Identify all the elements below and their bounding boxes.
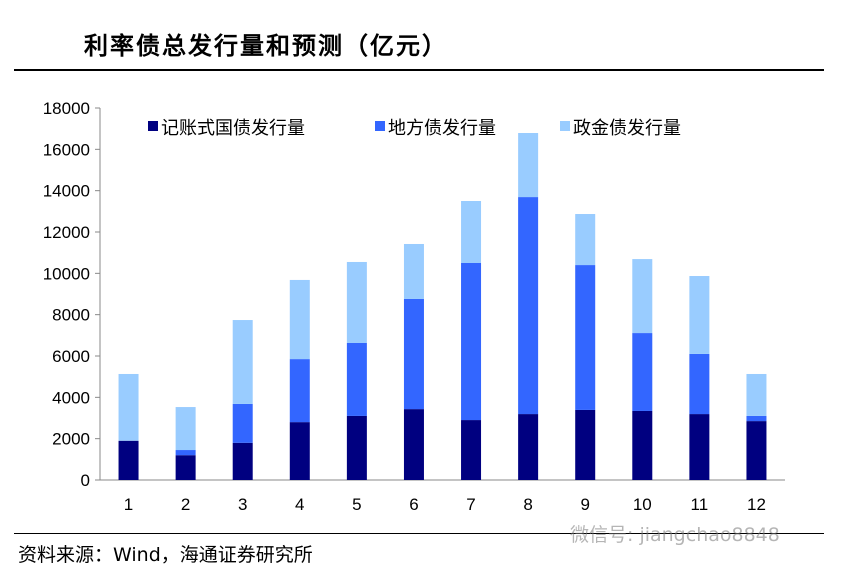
y-tick-label: 16000 bbox=[43, 140, 90, 159]
bar-2-5 bbox=[346, 342, 367, 416]
bar-3-11 bbox=[689, 276, 710, 354]
source-note: 资料来源：Wind，海通证券研究所 bbox=[18, 544, 313, 566]
bar-1-5 bbox=[346, 415, 367, 480]
bar-3-9 bbox=[575, 214, 596, 266]
bar-1-2 bbox=[175, 455, 196, 480]
legend-label: 记账式国债发行量 bbox=[161, 118, 305, 139]
x-tick-label: 9 bbox=[580, 495, 589, 514]
bar-1-9 bbox=[575, 409, 596, 480]
bar-3-3 bbox=[232, 320, 253, 404]
y-tick-label: 4000 bbox=[52, 388, 90, 407]
bar-3-2 bbox=[175, 407, 196, 451]
x-tick-label: 5 bbox=[352, 495, 361, 514]
bar-3-6 bbox=[403, 243, 424, 299]
divider bbox=[14, 69, 824, 71]
bar-2-3 bbox=[232, 403, 253, 443]
bar-2-11 bbox=[689, 353, 710, 415]
x-tick-label: 10 bbox=[633, 495, 652, 514]
bar-3-5 bbox=[346, 261, 367, 343]
bar-2-10 bbox=[632, 333, 653, 411]
x-tick-label: 11 bbox=[691, 495, 709, 514]
bar-2-9 bbox=[575, 265, 596, 410]
legend-swatch bbox=[560, 121, 570, 131]
y-tick-label: 2000 bbox=[52, 430, 90, 449]
x-tick-label: 6 bbox=[409, 495, 418, 514]
bar-3-12 bbox=[746, 373, 767, 416]
y-tick-label: 12000 bbox=[43, 223, 90, 242]
x-tick-label: 2 bbox=[181, 495, 190, 514]
page-title: 利率债总发行量和预测（亿元） bbox=[84, 32, 448, 60]
bar-3-10 bbox=[632, 259, 653, 334]
bar-1-7 bbox=[461, 420, 482, 480]
x-tick-label: 8 bbox=[523, 495, 532, 514]
bar-1-12 bbox=[746, 421, 767, 480]
bar-1-8 bbox=[518, 414, 539, 480]
bar-1-1 bbox=[118, 440, 139, 480]
x-tick-label: 4 bbox=[295, 495, 304, 514]
bar-3-1 bbox=[118, 373, 139, 441]
bar-1-10 bbox=[632, 410, 653, 480]
y-tick-label: 8000 bbox=[52, 306, 90, 325]
x-tick-label: 1 bbox=[124, 495, 133, 514]
y-tick-label: 6000 bbox=[52, 347, 90, 366]
y-tick-label: 14000 bbox=[43, 182, 90, 201]
watermark: 微信号: jiangchao8848 bbox=[570, 524, 780, 546]
bar-2-8 bbox=[518, 197, 539, 415]
x-tick-label: 3 bbox=[238, 495, 247, 514]
bar-1-6 bbox=[403, 409, 424, 480]
bar-3-8 bbox=[518, 133, 539, 198]
bar-3-7 bbox=[461, 201, 482, 263]
legend-swatch bbox=[375, 121, 385, 131]
legend-label: 地方债发行量 bbox=[388, 118, 496, 139]
divider bbox=[14, 533, 824, 534]
bar-1-3 bbox=[232, 442, 253, 480]
bar-2-6 bbox=[403, 298, 424, 410]
bar-1-11 bbox=[689, 414, 710, 480]
x-tick-label: 12 bbox=[747, 495, 766, 514]
y-tick-label: 18000 bbox=[43, 99, 90, 118]
bar-3-4 bbox=[289, 279, 310, 360]
bar-2-7 bbox=[461, 263, 482, 421]
bar-2-4 bbox=[289, 359, 310, 423]
y-tick-label: 0 bbox=[81, 471, 90, 490]
bar-1-4 bbox=[289, 422, 310, 480]
legend-label: 政金债发行量 bbox=[573, 118, 681, 139]
x-tick-label: 7 bbox=[466, 495, 475, 514]
bar-2-12 bbox=[746, 415, 767, 422]
y-tick-label: 10000 bbox=[43, 264, 90, 283]
legend-swatch bbox=[148, 121, 158, 131]
bar-2-2 bbox=[175, 450, 196, 456]
